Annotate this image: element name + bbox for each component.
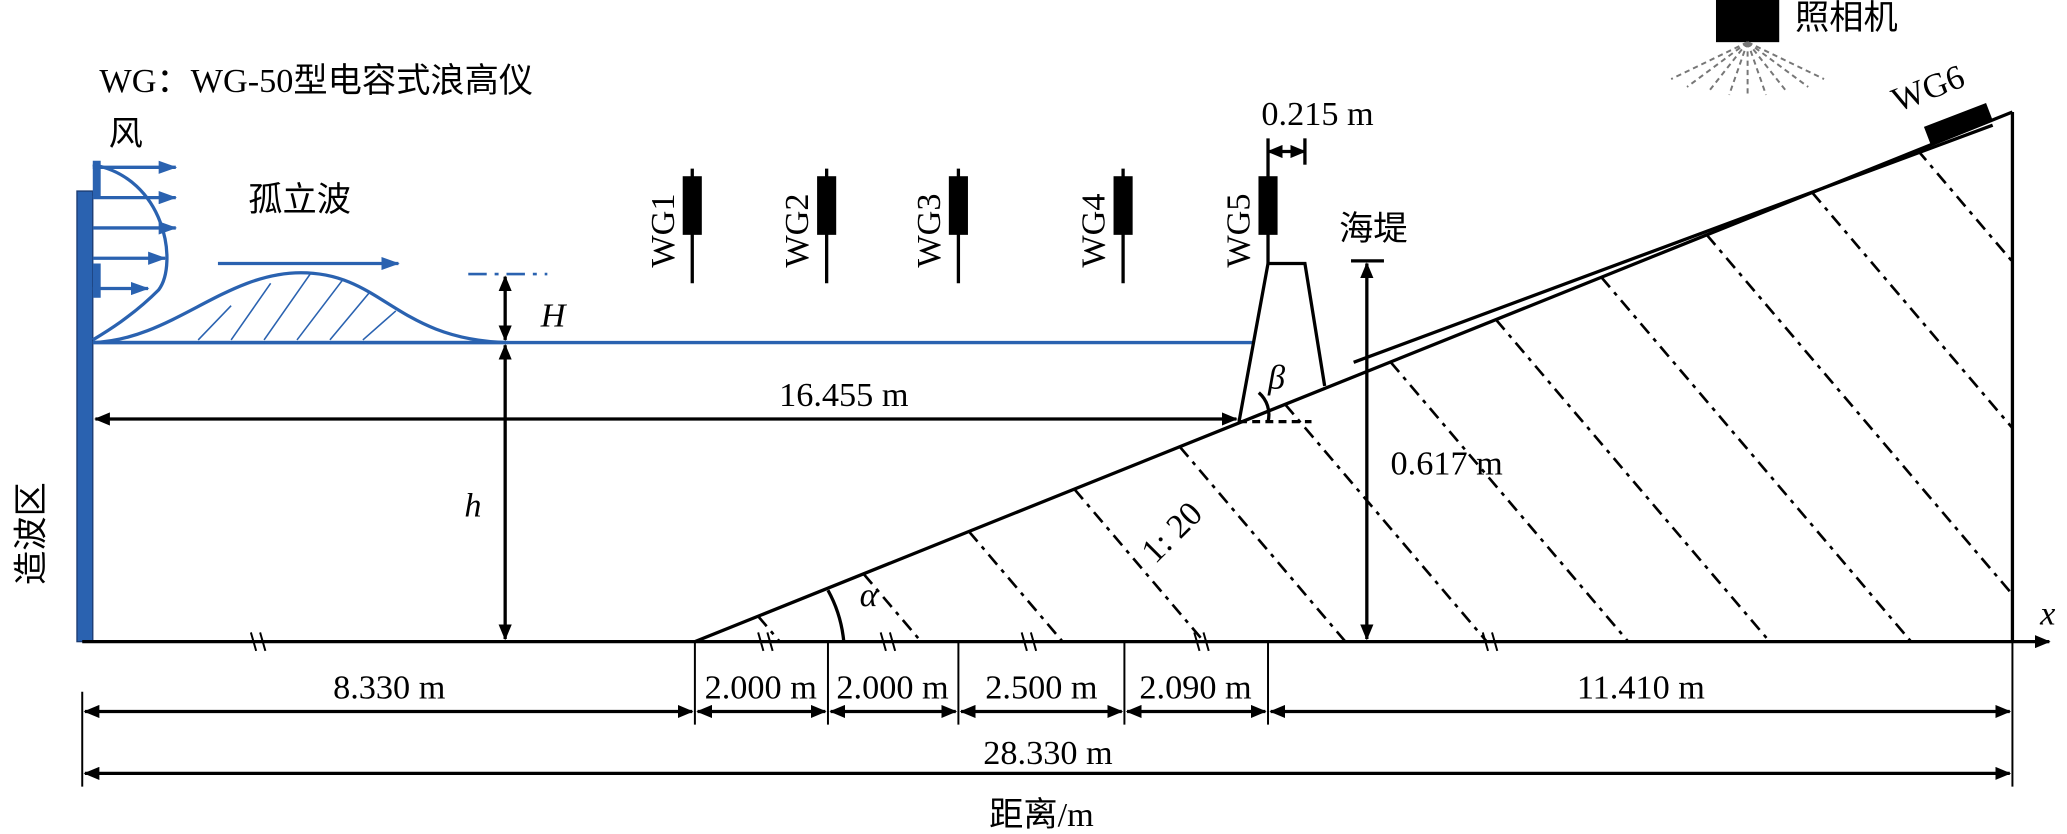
dimension-lines — [81, 641, 2014, 787]
segment-label: 11.410 m — [1577, 668, 1705, 706]
seawall — [1237, 261, 1327, 422]
total-label: 28.330 m — [983, 734, 1113, 772]
gauge-spacing-label: 0.215 m — [1261, 95, 1374, 133]
wind-profile — [91, 160, 178, 342]
segment-label: 2.090 m — [1139, 668, 1252, 706]
slope-label: 1: 20 — [1134, 494, 1210, 570]
solitary-wave — [92, 256, 508, 345]
hatch-line — [1811, 191, 2013, 642]
alpha-label: α — [860, 576, 879, 614]
camera — [1670, 0, 1825, 96]
alpha-arc — [826, 589, 846, 642]
gauge-label: WG4 — [1075, 193, 1113, 267]
hatch-line — [1916, 149, 2013, 642]
beta-arc — [1257, 391, 1271, 423]
hatch-line — [1178, 445, 1361, 642]
hatch-line — [1705, 234, 2013, 642]
wave-label: 孤立波 — [248, 181, 351, 219]
hatch-line — [2023, 108, 2067, 659]
wave-height-label: H — [540, 297, 568, 335]
hatch-line — [1284, 403, 1503, 642]
gauge-label: WG6 — [1887, 58, 1970, 120]
wavemaker-wall — [76, 190, 94, 643]
hatch-line — [757, 615, 796, 642]
x-axis-label: x — [2039, 595, 2055, 633]
slope-hatch — [757, 108, 2067, 659]
axis-title: 距离/m — [989, 796, 1094, 834]
wind-label: 风 — [109, 115, 143, 153]
legend: WG：WG-50型电容式浪高仪 — [99, 62, 533, 100]
wall-height-label: 0.617 m — [1391, 444, 1504, 482]
hatch-line — [1073, 488, 1220, 642]
seawall-label: 海堤 — [1339, 210, 1408, 248]
segment-label: 2.000 m — [836, 668, 949, 706]
break-marks — [249, 632, 1499, 652]
hatch-line — [1389, 361, 1644, 642]
gauge-label: WG3 — [910, 193, 948, 267]
camera-track — [1353, 123, 1994, 364]
segment-label: 2.500 m — [985, 668, 1098, 706]
hatch-line — [1600, 276, 1927, 642]
segment-label: 8.330 m — [333, 668, 446, 706]
depth-label: h — [464, 486, 481, 524]
segment-label: 2.000 m — [705, 668, 818, 706]
toe-distance-label: 16.455 m — [779, 376, 909, 414]
wavemaker-label: 造波区 — [13, 482, 51, 585]
gauge-label: WG1 — [644, 193, 682, 267]
hatch-line — [1494, 318, 1786, 642]
gauge-label: WG5 — [1220, 193, 1258, 267]
gauge-label: WG2 — [778, 193, 816, 267]
hatch-line — [967, 530, 1079, 642]
beta-label: β — [1267, 359, 1286, 397]
camera-label: 照相机 — [1795, 0, 1898, 37]
gauges — [682, 103, 1993, 284]
